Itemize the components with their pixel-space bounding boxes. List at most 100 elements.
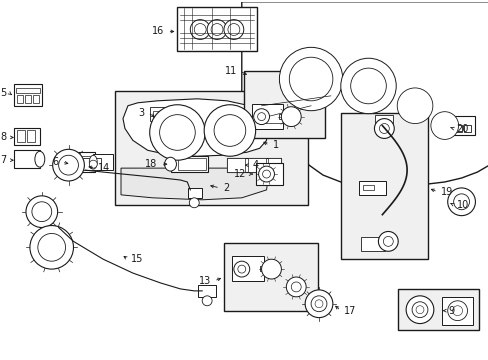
Circle shape: [383, 237, 392, 246]
Bar: [93, 154, 113, 170]
Bar: [451, 125, 461, 132]
Text: 7: 7: [0, 155, 6, 165]
Circle shape: [406, 296, 433, 324]
Ellipse shape: [164, 157, 176, 171]
Circle shape: [194, 23, 206, 35]
Bar: [25, 95, 31, 103]
Circle shape: [159, 114, 195, 150]
Bar: [259, 266, 269, 271]
Circle shape: [453, 194, 468, 210]
Bar: [345, 150, 353, 162]
Circle shape: [289, 57, 332, 101]
Bar: [178, 158, 206, 170]
Text: 14: 14: [98, 163, 110, 173]
Circle shape: [211, 23, 223, 35]
Text: 12: 12: [234, 169, 246, 179]
Circle shape: [233, 261, 249, 277]
Text: 5: 5: [0, 88, 6, 98]
Bar: [375, 114, 392, 122]
Circle shape: [237, 265, 245, 273]
Circle shape: [378, 231, 397, 251]
Bar: [226, 158, 244, 172]
Circle shape: [30, 226, 73, 269]
Text: 8: 8: [0, 132, 6, 143]
Bar: [14, 84, 41, 106]
Ellipse shape: [89, 155, 97, 169]
Circle shape: [207, 19, 226, 39]
Circle shape: [340, 58, 395, 114]
Circle shape: [253, 109, 269, 125]
Circle shape: [149, 105, 205, 160]
Circle shape: [38, 234, 65, 261]
Circle shape: [32, 202, 52, 222]
Text: 17: 17: [343, 306, 355, 316]
Circle shape: [447, 188, 474, 216]
Bar: [279, 114, 289, 118]
Bar: [71, 152, 95, 172]
Bar: [188, 188, 202, 198]
Bar: [397, 289, 478, 330]
Text: 13: 13: [199, 276, 211, 286]
Bar: [340, 113, 427, 259]
Circle shape: [314, 300, 322, 308]
Circle shape: [262, 170, 270, 178]
Circle shape: [227, 23, 239, 35]
Bar: [14, 150, 40, 168]
Text: 16: 16: [152, 27, 164, 36]
Bar: [115, 91, 307, 205]
Circle shape: [305, 290, 332, 318]
Text: 15: 15: [131, 254, 143, 264]
Text: 1: 1: [272, 140, 278, 150]
Circle shape: [411, 302, 427, 318]
Bar: [226, 158, 281, 172]
Bar: [198, 285, 216, 297]
Bar: [251, 104, 283, 129]
Bar: [267, 158, 281, 172]
Circle shape: [430, 112, 458, 139]
Polygon shape: [121, 168, 268, 200]
Polygon shape: [241, 2, 488, 188]
Bar: [358, 181, 386, 195]
Circle shape: [415, 306, 423, 314]
Bar: [17, 95, 23, 103]
Bar: [355, 150, 363, 162]
Bar: [14, 127, 40, 145]
Circle shape: [89, 160, 97, 168]
Bar: [177, 7, 256, 51]
Circle shape: [26, 196, 58, 228]
Bar: [365, 150, 373, 162]
Circle shape: [258, 166, 274, 182]
Circle shape: [281, 107, 301, 126]
Text: 4: 4: [252, 160, 258, 170]
Bar: [149, 107, 179, 121]
Bar: [164, 111, 174, 117]
Bar: [244, 71, 325, 138]
Circle shape: [202, 296, 212, 306]
Bar: [224, 243, 317, 311]
Bar: [247, 158, 265, 172]
Circle shape: [189, 198, 199, 208]
Circle shape: [291, 282, 301, 292]
Circle shape: [261, 259, 281, 279]
Bar: [17, 130, 25, 142]
Bar: [375, 150, 383, 162]
Text: 2: 2: [223, 183, 229, 193]
Polygon shape: [123, 99, 266, 156]
Circle shape: [53, 149, 84, 181]
Text: 9: 9: [448, 306, 454, 316]
Circle shape: [204, 105, 255, 156]
Circle shape: [59, 155, 78, 175]
Circle shape: [286, 277, 305, 297]
Bar: [231, 256, 263, 281]
Circle shape: [350, 68, 386, 104]
Bar: [255, 163, 283, 185]
Bar: [27, 130, 35, 142]
Circle shape: [257, 113, 265, 121]
Circle shape: [379, 123, 388, 134]
Text: 11: 11: [224, 66, 236, 76]
Bar: [33, 95, 39, 103]
Ellipse shape: [35, 151, 45, 167]
Text: 3: 3: [139, 108, 144, 118]
Circle shape: [279, 47, 342, 111]
Text: 10: 10: [456, 200, 468, 210]
